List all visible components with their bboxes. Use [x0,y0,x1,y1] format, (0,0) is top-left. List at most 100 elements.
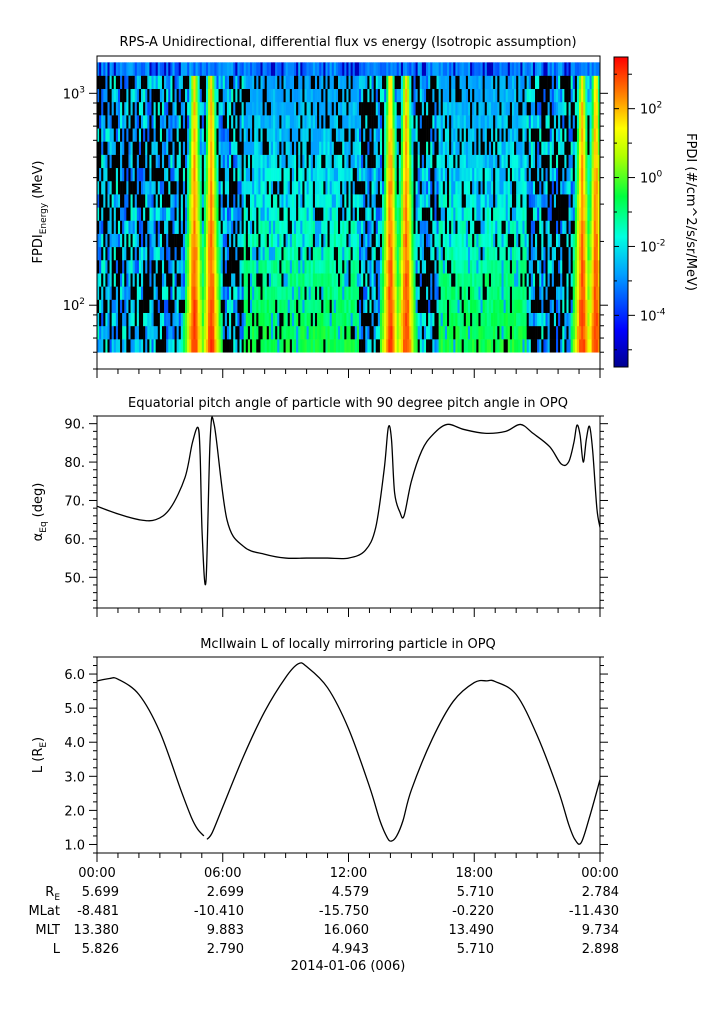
spectrogram-cell [132,233,136,248]
spectrogram-cell [402,141,406,155]
spectrogram-cell [497,312,500,327]
spectrogram-cell [407,325,410,340]
spectrogram-cell [197,101,200,116]
spectrogram-cell [180,180,184,195]
spectrogram-cell [555,259,559,274]
spectrogram-cell [247,62,251,76]
spectrogram-cell [564,233,567,248]
spectrogram-cell [250,180,253,195]
spectrogram-cell [176,325,180,340]
spectrogram-cell [252,339,255,353]
spectrogram-cell [103,128,106,142]
spectrogram-cell [461,128,465,142]
spectrogram-cell [317,220,320,234]
spectrogram-cell [333,312,337,327]
spectrogram-cell [411,259,414,274]
spectrogram-cell [482,207,486,221]
spectrogram-cell [421,259,425,274]
spectrogram-cell [564,299,567,313]
spectrogram-cell [241,167,245,182]
spectrogram-cell [243,259,247,274]
spectrogram-cell [331,273,335,287]
spectrogram-cell [296,312,299,327]
spectrogram-cell [279,273,282,287]
spectrogram-cell [168,312,171,327]
spectrogram-cell [467,75,471,90]
spectrogram-cell [526,339,530,353]
spectrogram-cell [463,88,467,103]
spectrogram-cell [308,88,312,103]
spectrogram-cell [526,312,530,327]
spectrogram-cell [302,339,305,353]
spectrogram-cell [105,325,108,340]
spectrogram-cell [306,273,309,287]
spectrogram-cell [180,246,184,261]
spectrogram-cell [99,141,102,155]
spectrogram-cell [136,194,140,208]
spectrogram-cell [386,141,389,155]
spectrogram-cell [203,62,207,76]
spectrogram-cell [340,141,343,155]
spectrogram-cell [467,154,471,169]
spectrogram-cell [518,259,521,274]
spectrogram-cell [109,141,112,155]
spectrogram-cell [122,88,125,103]
spectrogram-cell [126,115,129,129]
spectrogram-cell [333,167,337,182]
spectrogram-cell [539,325,542,340]
spectrogram-cell [264,75,268,90]
spectrogram-cell [340,273,343,287]
spectrogram-cell [342,194,345,208]
spectrogram-cell [273,115,276,129]
spectrogram-cell [530,115,534,129]
spectrogram-cell [373,325,377,340]
spectrogram-cell [176,75,180,90]
spectrogram-cell [388,167,391,182]
spectrogram-cell [298,339,301,353]
spectrogram-cell [428,128,431,142]
spectrogram-cell [312,101,316,116]
spectrogram-cell [495,101,498,116]
spectrogram-cell [495,167,498,182]
spectrogram-cell [379,154,383,169]
spectrogram-cell [136,246,140,261]
spectrogram-cell [270,115,274,129]
spectrogram-cell [199,220,203,234]
spectrogram-cell [329,246,333,261]
spectrogram-cell [570,167,574,182]
spectrogram-cell [522,339,525,353]
spectrogram-cell [333,246,337,261]
spectrogram-cell [482,220,486,234]
spectrogram-cell [484,207,488,221]
spectrogram-cell [547,88,550,103]
spectrogram-cell [329,62,333,76]
spectrogram-cell [243,194,247,208]
spectrogram-cell [411,180,414,195]
spectrogram-cell [553,286,557,300]
spectrogram-cell [535,88,538,103]
spectrogram-cell [375,220,379,234]
spectrogram-cell [560,220,563,234]
spectrogram-cell [111,194,115,208]
spectrogram-cell [407,299,410,313]
spectrogram-cell [157,220,161,234]
spectrogram-cell [327,233,330,248]
spectrogram-cell [245,325,249,340]
spectrogram-cell [528,246,532,261]
spectrogram-cell [314,167,318,182]
spectrogram-cell [256,128,259,142]
spectrogram-cell [392,312,395,327]
spectrogram-cell [333,141,337,155]
spectrogram-cell [459,339,462,353]
spectrogram-cell [342,207,345,221]
spectrogram-cell [105,75,108,90]
spectrogram-cell [256,233,259,248]
spectrogram-cell [358,312,362,327]
spectrogram-cell [203,246,207,261]
spectrogram-cell [470,207,473,221]
spectrogram-cell [386,339,389,353]
spectrogram-cell [264,141,268,155]
spectrogram-cell [122,207,125,221]
spectrogram-cell [229,88,232,103]
spectrogram-cell [386,128,389,142]
